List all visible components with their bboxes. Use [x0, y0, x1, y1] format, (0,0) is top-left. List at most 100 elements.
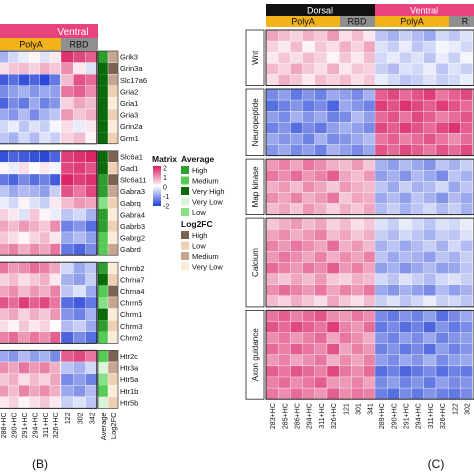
heatmap-cell [290, 217, 303, 230]
gene-label: Grin3a [120, 64, 143, 73]
heatmap-cell [302, 99, 315, 112]
heatmap-cell [435, 251, 449, 263]
heatmap-cell [435, 111, 449, 123]
gene-label: Grm1 [120, 134, 139, 143]
heatmap-cell [374, 133, 388, 145]
panel-b-sample-labels: 288+HC 290+HC 291+HC 294+HC 311+HC 326+HC 122 3… [1, 412, 118, 440]
heatmap-cell [73, 273, 86, 286]
heatmap-cell [411, 295, 424, 308]
pathway-label: Axon guidance [251, 328, 260, 381]
heatmap-cell [8, 120, 19, 133]
gene-label: Chrm5 [120, 299, 143, 308]
heatmap-cell [339, 240, 352, 252]
heatmap-cell [339, 295, 352, 308]
heatmap-cell [60, 396, 74, 409]
heatmap-cell [265, 295, 279, 308]
heatmap-cell [39, 361, 51, 374]
heatmap-cell [302, 229, 315, 241]
heatmap-cell [399, 251, 412, 263]
gene-label: Gabra4 [120, 210, 145, 219]
heatmap-cell [460, 111, 473, 123]
heatmap-cell [8, 262, 19, 274]
heatmap-cell [411, 262, 424, 274]
heatmap-cell [448, 74, 461, 86]
heatmap-cell [326, 144, 340, 156]
heatmap-cell [85, 50, 99, 63]
heatmap-cell [363, 88, 376, 101]
heatmap-cell [363, 376, 376, 389]
heatmap-cell [411, 251, 424, 263]
heatmap-cell [411, 343, 424, 355]
heatmap-cell [374, 99, 388, 112]
heatmap-cell [314, 217, 328, 230]
heatmap-cell [278, 133, 291, 145]
legend-average-swatch [181, 176, 189, 185]
heatmap-cell [278, 310, 291, 322]
heatmap-cell [302, 321, 315, 333]
heatmap-cell [363, 251, 376, 263]
heatmap-cell [8, 62, 19, 75]
heatmap-cell [265, 133, 279, 145]
heatmap-cell [448, 240, 461, 252]
heatmap-cell [351, 251, 364, 263]
heatmap-cell [326, 229, 340, 241]
heatmap-cell [85, 396, 99, 409]
heatmap-cell [387, 240, 400, 252]
heatmap-cell [0, 173, 9, 186]
heatmap-cell [29, 243, 40, 256]
heatmap-cell [374, 332, 388, 344]
heatmap-cell [339, 387, 352, 400]
heatmap-cell [29, 150, 40, 163]
legend-average-label: Low [192, 208, 206, 217]
heatmap-cell [29, 262, 40, 274]
heatmap-cell [302, 262, 315, 274]
heatmap-cell [8, 361, 19, 374]
sample-label: 122 [452, 403, 459, 415]
heatmap-cell [339, 88, 352, 101]
heatmap-cell [423, 144, 437, 156]
pathway-label-box [245, 309, 265, 400]
heatmap-cell [18, 150, 30, 163]
heatmap-cell [290, 40, 303, 53]
heatmap-cell [290, 192, 303, 204]
heatmap-cell [29, 396, 40, 409]
heatmap-cell [363, 217, 376, 230]
heatmap-cell [8, 50, 19, 63]
legend-log2fc-swatch [181, 231, 189, 239]
heatmap-cell [60, 197, 74, 209]
gene-label: Chrm1 [120, 310, 143, 319]
legend-tick: -1 [163, 194, 169, 201]
gene-label: Gabrd [120, 245, 141, 254]
heatmap-cell [85, 273, 99, 286]
heatmap-cell [290, 332, 303, 344]
heatmap-cell [374, 181, 388, 193]
heatmap-cell [374, 354, 388, 367]
sample-label: 302 [465, 403, 472, 415]
heatmap-cell [399, 354, 412, 367]
sample-label: 326+HC [331, 403, 338, 429]
heatmap-cell [363, 273, 376, 285]
heatmap-cell [18, 308, 30, 321]
panel-c-ventral-label: Ventral [410, 6, 438, 16]
heatmap-cell [29, 62, 40, 75]
panel-c-dorsal-label: Dorsal [307, 6, 333, 16]
pathway-label-box [245, 29, 265, 86]
heatmap-cell [339, 273, 352, 285]
legend-average-label: Very Low [192, 198, 223, 207]
heatmap-cell [0, 74, 9, 86]
heatmap-cell [0, 308, 9, 321]
heatmap-cell [435, 52, 449, 64]
gene-label: Gria3 [120, 111, 138, 120]
heatmap-cell [302, 181, 315, 193]
panel-c-rbd-bar-1 [340, 16, 375, 27]
heatmap-cell [460, 365, 473, 378]
heatmap-cell [85, 74, 99, 86]
heatmap-cell [314, 52, 328, 64]
sample-label: 283+HC [270, 403, 277, 429]
heatmap-cell [448, 181, 461, 193]
heatmap-cell [29, 220, 40, 233]
heatmap-cell [73, 285, 86, 298]
heatmap-cell [49, 385, 61, 397]
heatmap-cell [302, 40, 315, 53]
